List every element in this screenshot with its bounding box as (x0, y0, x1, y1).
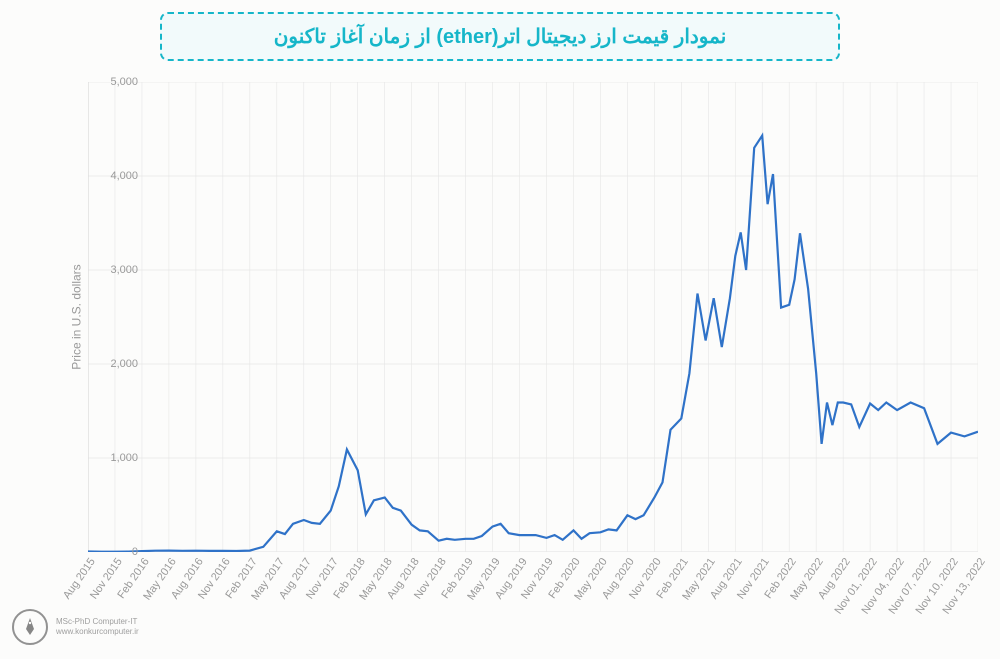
chart-title-text: نمودار قیمت ارز دیجیتال اتر(ether) از زم… (274, 26, 727, 48)
chart-title: نمودار قیمت ارز دیجیتال اتر(ether) از زم… (160, 12, 840, 61)
watermark-line1: MSc-PhD Computer-IT (56, 617, 139, 627)
pen-icon (12, 609, 48, 645)
y-tick-label: 2,000 (110, 358, 138, 370)
x-ticks: Aug 2015Nov 2015Feb 2016May 2016Aug 2016… (88, 552, 978, 642)
y-tick-label: 4,000 (110, 170, 138, 182)
y-tick-label: 5,000 (110, 76, 138, 88)
chart-area: Price in U.S. dollars 01,0002,0003,0004,… (88, 82, 978, 552)
y-ticks: 01,0002,0003,0004,0005,000 (78, 82, 138, 552)
line-chart (88, 82, 978, 552)
y-tick-label: 3,000 (110, 264, 138, 276)
watermark: MSc-PhD Computer-IT www.konkurcomputer.i… (12, 609, 139, 645)
y-tick-label: 1,000 (110, 452, 138, 464)
watermark-line2: www.konkurcomputer.ir (56, 627, 139, 637)
